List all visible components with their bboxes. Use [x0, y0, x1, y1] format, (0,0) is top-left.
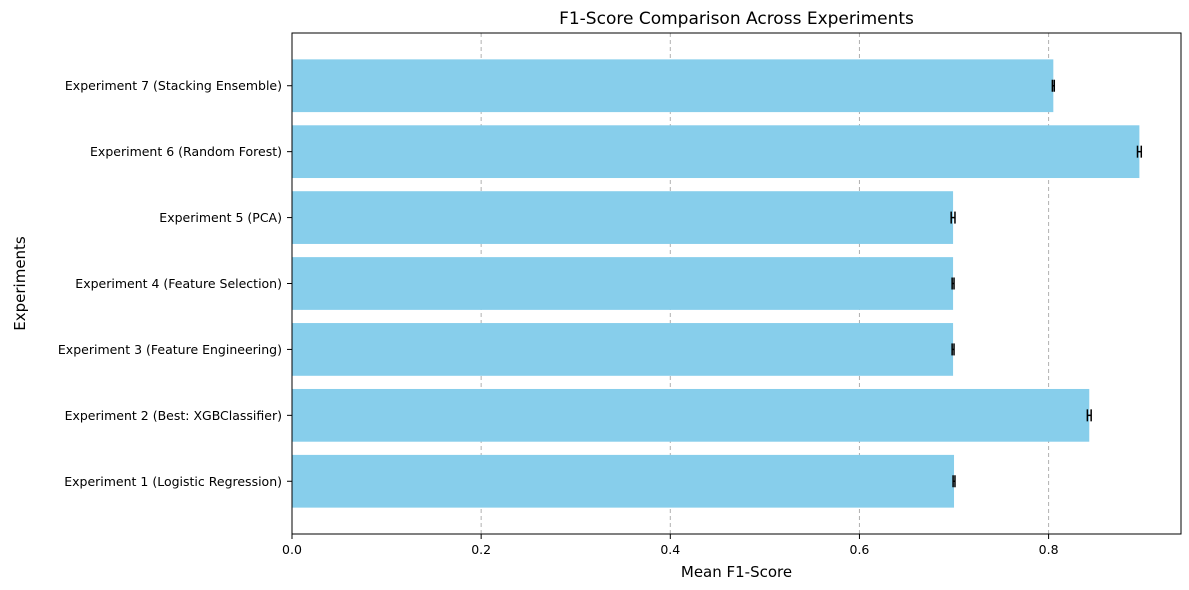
- x-axis-label: Mean F1-Score: [681, 563, 792, 581]
- category-label: Experiment 7 (Stacking Ensemble): [65, 78, 282, 93]
- error-bar: [950, 211, 956, 224]
- category-label: Experiment 2 (Best: XGBClassifier): [65, 408, 282, 423]
- error-bar: [1086, 409, 1092, 422]
- bar: [292, 125, 1140, 179]
- error-bar: [1136, 145, 1143, 158]
- x-tick-label: 0.6: [850, 542, 870, 557]
- error-bar: [951, 277, 955, 290]
- category-label: Experiment 4 (Feature Selection): [75, 276, 282, 291]
- y-axis-ticks: Experiment 1 (Logistic Regression) Experi…: [58, 78, 292, 489]
- x-tick-label: 0.4: [660, 542, 680, 557]
- bar: [292, 388, 1090, 442]
- category-label: Experiment 1 (Logistic Regression): [64, 474, 282, 489]
- category-label: Experiment 6 (Random Forest): [90, 144, 282, 159]
- x-axis-ticks: 0.0 0.2 0.4 0.6 0.8: [282, 534, 1059, 557]
- bar: [292, 59, 1054, 113]
- bar: [292, 323, 954, 376]
- y-axis-label: Experiments: [11, 236, 29, 331]
- error-bar: [951, 343, 955, 356]
- error-bar: [1051, 79, 1056, 92]
- x-tick-label: 0.2: [471, 542, 491, 557]
- bar: [292, 454, 955, 508]
- category-label: Experiment 5 (PCA): [159, 210, 282, 225]
- bars: [292, 59, 1140, 508]
- x-tick-label: 0.0: [282, 542, 302, 557]
- error-bars: [950, 79, 1143, 488]
- chart-title: F1-Score Comparison Across Experiments: [559, 9, 914, 29]
- bar: [292, 257, 954, 310]
- error-bar: [952, 475, 956, 488]
- bar: [292, 191, 954, 244]
- category-label: Experiment 3 (Feature Engineering): [58, 342, 282, 357]
- x-tick-label: 0.8: [1039, 542, 1059, 557]
